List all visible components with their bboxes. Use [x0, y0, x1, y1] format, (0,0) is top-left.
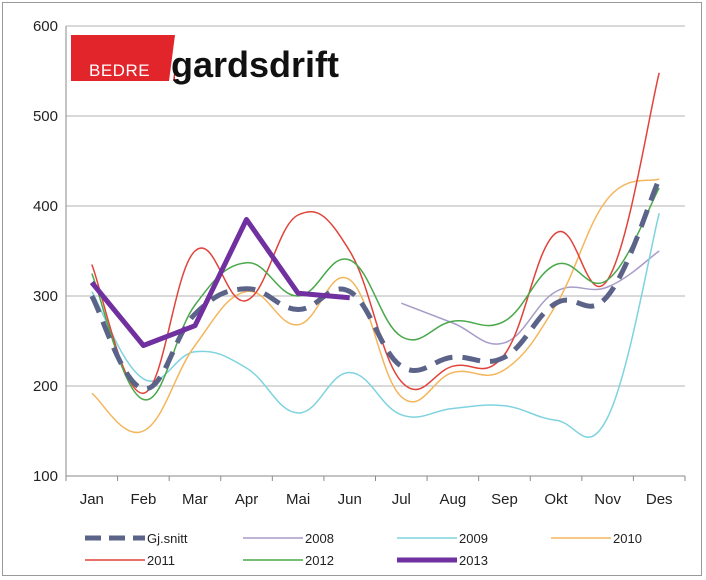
brand-logo: BEDRE gardsdrift — [71, 35, 339, 85]
legend-label-2010: 2010 — [613, 531, 642, 546]
legend-label-2008: 2008 — [305, 531, 334, 546]
series-line-2013 — [89, 217, 350, 348]
legend-label-2009: 2009 — [459, 531, 488, 546]
x-tick-label-des: Des — [646, 491, 673, 508]
logo-gardsdrift-text: gardsdrift — [171, 44, 339, 85]
y-tick-label-200: 200 — [33, 378, 58, 395]
legend-label-gj-snitt: Gj.snitt — [147, 531, 188, 546]
y-tick-label-400: 400 — [33, 198, 58, 215]
logo-slant — [169, 35, 179, 81]
x-tick-label-nov: Nov — [594, 491, 621, 508]
x-tick-label-jul: Jul — [392, 491, 411, 508]
series-layer — [89, 72, 662, 438]
legend-label-2011: 2011 — [147, 553, 175, 568]
x-tick-label-mar: Mar — [182, 491, 208, 508]
series-line-2011 — [91, 72, 660, 394]
y-tick-label-500: 500 — [33, 108, 58, 125]
series-line-2010 — [91, 178, 660, 434]
legend-label-2013: 2013 — [459, 553, 488, 568]
x-tick-label-sep: Sep — [491, 491, 518, 508]
legend-label-2012: 2012 — [305, 553, 334, 568]
y-tick-label-300: 300 — [33, 288, 58, 305]
y-tick-label-600: 600 — [33, 18, 58, 35]
x-tick-label-apr: Apr — [235, 491, 258, 508]
series-line-gj-snitt — [89, 177, 662, 392]
logo-red-badge — [71, 35, 175, 81]
x-tick-label-jan: Jan — [80, 491, 104, 508]
x-tick-label-okt: Okt — [544, 491, 568, 508]
axis-layer: 100 200 300 400 500 600 Jan Feb Mar Apr Mai Jun Jul A… — [33, 18, 686, 508]
x-tick-label-aug: Aug — [440, 491, 467, 508]
grid-layer — [66, 25, 685, 387]
x-tick-label-mai: Mai — [286, 491, 310, 508]
legend: Gj.snitt 2008 2009 2010 2011 2012 2013 — [85, 531, 642, 568]
x-tick-label-feb: Feb — [130, 491, 156, 508]
series-line-2009 — [91, 213, 660, 438]
y-tick-label-100: 100 — [33, 468, 58, 485]
x-tick-label-jun: Jun — [338, 491, 362, 508]
chart-svg: 100 200 300 400 500 600 Jan Feb Mar Apr Mai Jun Jul A… — [33, 18, 686, 568]
logo-bedre-text: BEDRE — [89, 61, 150, 80]
